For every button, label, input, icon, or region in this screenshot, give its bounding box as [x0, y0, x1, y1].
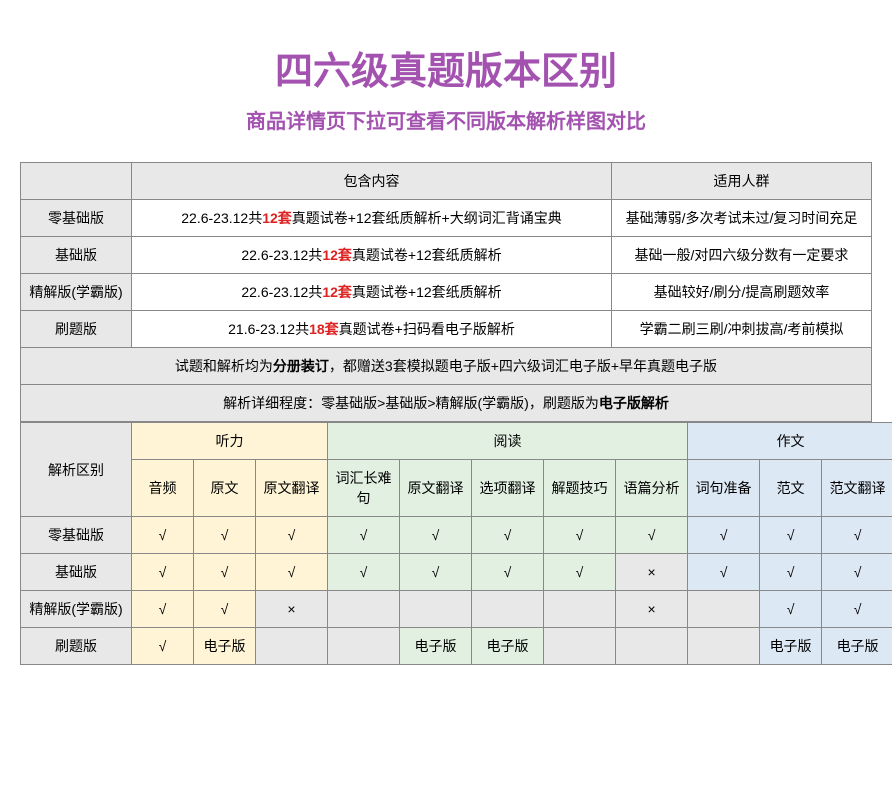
cell: √: [194, 591, 256, 628]
cell: √: [328, 554, 400, 591]
cell: 电子版: [400, 628, 472, 665]
cell: 电子版: [472, 628, 544, 665]
col-header: 范文: [760, 460, 822, 517]
cell: √: [760, 554, 822, 591]
col-header: 选项翻译: [472, 460, 544, 517]
cell: √: [688, 517, 760, 554]
version-audience: 基础一般/对四六级分数有一定要求: [612, 237, 872, 274]
version-content: 21.6-23.12共18套真题试卷+扫码看电子版解析: [132, 311, 612, 348]
cell: √: [822, 591, 892, 628]
cell: [688, 628, 760, 665]
cell: √: [256, 554, 328, 591]
col-header: 范文翻译: [822, 460, 892, 517]
cell: [400, 591, 472, 628]
col-header: 原文翻译: [256, 460, 328, 517]
header-content: 包含内容: [132, 163, 612, 200]
col-header: 词汇长难句: [328, 460, 400, 517]
blank-cell: [21, 163, 132, 200]
version-audience: 基础较好/刷分/提高刷题效率: [612, 274, 872, 311]
cell: ×: [616, 591, 688, 628]
cell: [472, 591, 544, 628]
cell: 电子版: [194, 628, 256, 665]
cell: ×: [616, 554, 688, 591]
cell: [616, 628, 688, 665]
table-row: 基础版 22.6-23.12共12套真题试卷+12套纸质解析 基础一般/对四六级…: [21, 237, 872, 274]
version-content: 22.6-23.12共12套真题试卷+12套纸质解析: [132, 274, 612, 311]
matrix-row: 零基础版 √ √ √ √ √ √ √ √ √ √ √: [21, 517, 892, 554]
cell: √: [472, 554, 544, 591]
matrix-row-label: 零基础版: [21, 517, 132, 554]
matrix-row-label: 基础版: [21, 554, 132, 591]
cell: [544, 591, 616, 628]
version-name: 零基础版: [21, 200, 132, 237]
section-listening: 听力: [132, 423, 328, 460]
page-title: 四六级真题版本区别: [20, 40, 872, 95]
col-header: 原文翻译: [400, 460, 472, 517]
cell: √: [194, 517, 256, 554]
cell: √: [616, 517, 688, 554]
cell: [256, 628, 328, 665]
cell: √: [132, 517, 194, 554]
cell: √: [400, 517, 472, 554]
note-1: 试题和解析均为分册装订，都赠送3套模拟题电子版+四六级词汇电子版+早年真题电子版: [21, 348, 872, 385]
table-row: 零基础版 22.6-23.12共12套真题试卷+12套纸质解析+大纲词汇背诵宝典…: [21, 200, 872, 237]
cell: √: [472, 517, 544, 554]
cell: √: [256, 517, 328, 554]
col-header: 词句准备: [688, 460, 760, 517]
version-name: 刷题版: [21, 311, 132, 348]
cell: √: [328, 517, 400, 554]
section-writing: 作文: [688, 423, 892, 460]
col-header: 原文: [194, 460, 256, 517]
cell: √: [132, 628, 194, 665]
matrix-row: 刷题版 √ 电子版 电子版 电子版 电子版 电子版: [21, 628, 892, 665]
col-header: 语篇分析: [616, 460, 688, 517]
cell: [328, 628, 400, 665]
header-audience: 适用人群: [612, 163, 872, 200]
cell: √: [194, 554, 256, 591]
version-audience: 基础薄弱/多次考试未过/复习时间充足: [612, 200, 872, 237]
matrix-row: 精解版(学霸版) √ √ × × √ √: [21, 591, 892, 628]
cell: √: [822, 554, 892, 591]
cell: √: [132, 591, 194, 628]
cell: √: [132, 554, 194, 591]
version-name: 基础版: [21, 237, 132, 274]
analysis-label: 解析区别: [21, 423, 132, 517]
col-header: 解题技巧: [544, 460, 616, 517]
analysis-table: 解析区别 听力 阅读 作文 音频 原文 原文翻译 词汇长难句 原文翻译 选项翻译…: [20, 422, 892, 665]
cell: √: [688, 554, 760, 591]
cell: √: [544, 554, 616, 591]
cell: √: [400, 554, 472, 591]
cell: [688, 591, 760, 628]
cell: ×: [256, 591, 328, 628]
note-2: 解析详细程度：零基础版>基础版>精解版(学霸版)，刷题版为电子版解析: [21, 385, 872, 422]
section-reading: 阅读: [328, 423, 688, 460]
cell: 电子版: [822, 628, 892, 665]
cell: √: [544, 517, 616, 554]
version-audience: 学霸二刷三刷/冲刺拔高/考前模拟: [612, 311, 872, 348]
matrix-row-label: 刷题版: [21, 628, 132, 665]
cell: √: [760, 591, 822, 628]
version-content: 22.6-23.12共12套真题试卷+12套纸质解析+大纲词汇背诵宝典: [132, 200, 612, 237]
cell: √: [822, 517, 892, 554]
version-content: 22.6-23.12共12套真题试卷+12套纸质解析: [132, 237, 612, 274]
page-subtitle: 商品详情页下拉可查看不同版本解析样图对比: [20, 105, 872, 134]
matrix-row-label: 精解版(学霸版): [21, 591, 132, 628]
matrix-row: 基础版 √ √ √ √ √ √ √ × √ √ √: [21, 554, 892, 591]
cell: √: [760, 517, 822, 554]
col-header: 音频: [132, 460, 194, 517]
table-row: 刷题版 21.6-23.12共18套真题试卷+扫码看电子版解析 学霸二刷三刷/冲…: [21, 311, 872, 348]
cell: [328, 591, 400, 628]
cell: [544, 628, 616, 665]
table-row: 精解版(学霸版) 22.6-23.12共12套真题试卷+12套纸质解析 基础较好…: [21, 274, 872, 311]
cell: 电子版: [760, 628, 822, 665]
version-name: 精解版(学霸版): [21, 274, 132, 311]
versions-table: 包含内容 适用人群 零基础版 22.6-23.12共12套真题试卷+12套纸质解…: [20, 162, 872, 422]
